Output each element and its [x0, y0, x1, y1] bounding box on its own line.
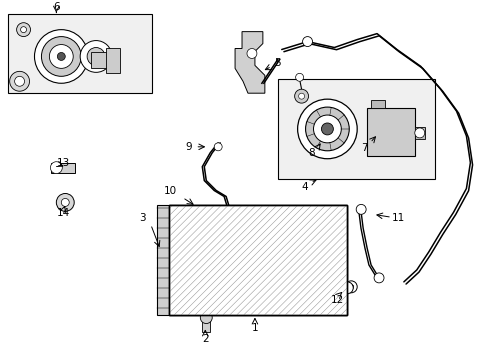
Circle shape: [80, 41, 112, 72]
Text: 11: 11: [391, 213, 405, 223]
Circle shape: [20, 27, 26, 33]
Text: 5: 5: [274, 58, 281, 68]
Bar: [414, 127, 424, 139]
Circle shape: [297, 99, 356, 159]
Text: 1: 1: [251, 323, 258, 333]
Text: 9: 9: [184, 142, 191, 152]
Circle shape: [87, 48, 105, 66]
Circle shape: [207, 219, 219, 231]
Circle shape: [57, 53, 65, 60]
Circle shape: [17, 23, 30, 37]
Circle shape: [10, 71, 29, 91]
Circle shape: [294, 89, 308, 103]
Bar: [202, 318, 210, 332]
Text: 14: 14: [57, 208, 70, 219]
Circle shape: [298, 93, 304, 99]
Circle shape: [35, 30, 88, 83]
Circle shape: [214, 143, 222, 151]
Text: 6: 6: [53, 2, 60, 12]
Bar: [168, 206, 346, 315]
Circle shape: [345, 281, 356, 293]
Text: 3: 3: [139, 213, 146, 223]
Bar: [51, 163, 75, 173]
Bar: [8, 14, 151, 93]
Circle shape: [50, 162, 62, 174]
Circle shape: [341, 282, 352, 294]
Circle shape: [56, 193, 74, 211]
Circle shape: [348, 284, 353, 289]
Circle shape: [15, 76, 24, 86]
Text: 7: 7: [360, 143, 366, 153]
Circle shape: [305, 107, 348, 151]
Text: 12: 12: [330, 295, 343, 305]
Bar: [106, 48, 120, 73]
Bar: [156, 206, 168, 315]
Circle shape: [246, 49, 256, 58]
Text: 10: 10: [163, 185, 177, 195]
Polygon shape: [235, 32, 264, 93]
Text: 2: 2: [202, 334, 208, 345]
Circle shape: [295, 73, 303, 81]
Circle shape: [302, 37, 312, 46]
Bar: [366, 108, 414, 156]
Circle shape: [41, 37, 81, 76]
Circle shape: [61, 198, 69, 206]
Circle shape: [200, 312, 212, 324]
Circle shape: [355, 204, 366, 214]
Circle shape: [313, 115, 341, 143]
Circle shape: [414, 128, 424, 138]
Text: 8: 8: [307, 148, 314, 158]
Text: 4: 4: [301, 181, 307, 192]
Bar: [168, 206, 346, 315]
Bar: [277, 79, 434, 179]
Text: 13: 13: [57, 158, 70, 168]
Bar: [168, 206, 346, 315]
Circle shape: [321, 123, 333, 135]
Circle shape: [373, 273, 383, 283]
Bar: [370, 100, 384, 108]
Bar: [91, 53, 119, 68]
Circle shape: [49, 45, 73, 68]
